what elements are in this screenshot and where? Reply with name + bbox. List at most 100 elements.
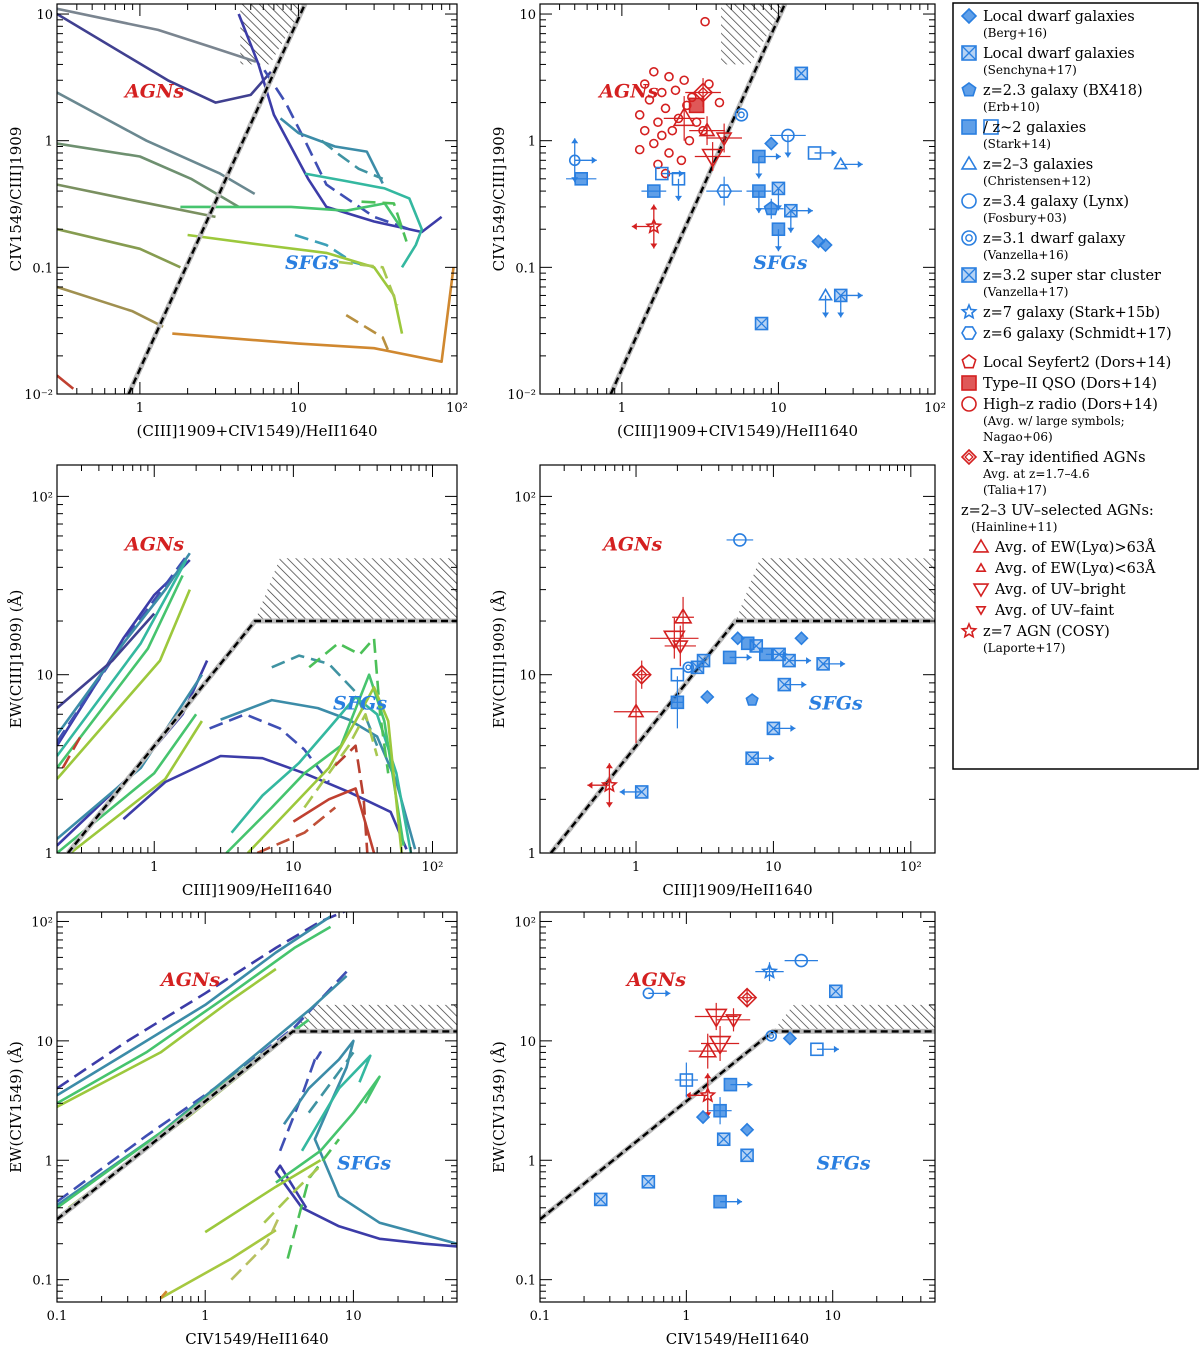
legend-entry: z=3.2 super star cluster	[983, 268, 1161, 284]
model-line	[286, 1138, 341, 1259]
legend-reference: (Laporte+17)	[983, 641, 1065, 655]
hatch-region	[772, 1004, 935, 1032]
data-point	[715, 132, 733, 147]
legend-marker-circle	[961, 193, 977, 209]
y-tick-label: 10²	[514, 915, 536, 930]
agn-sfg-boundary	[540, 1030, 935, 1221]
panel-mid-left: 1 10 10² 1 10 10² CIII]1909/HeII1640 EW(CIII]19…	[7, 464, 458, 899]
y-axis-title: CIV1549/CIII]1909	[7, 127, 25, 272]
model-line	[57, 227, 181, 269]
data-point	[627, 703, 645, 718]
plot-area	[57, 912, 457, 1300]
hatch-region	[240, 4, 306, 65]
sfg-region-label: SFGs	[753, 252, 807, 274]
model-line	[57, 552, 191, 736]
limit-arrow	[650, 204, 658, 227]
x-axis-title: (CIII]1909+CIV1549)/HeII1640	[617, 422, 858, 440]
legend-entry: z=2.3 galaxy (BX418)	[983, 83, 1143, 99]
data-point	[641, 1175, 656, 1189]
data-point	[818, 287, 833, 301]
hatch-region	[721, 4, 785, 65]
data-point	[679, 1073, 694, 1087]
data-point	[698, 1041, 718, 1058]
hatch-region	[292, 1004, 457, 1032]
sfg-region-label: SFGs	[337, 1152, 391, 1174]
limit-arrow	[704, 1073, 712, 1096]
data-point	[752, 184, 766, 198]
y-tick-label: 1	[45, 135, 53, 150]
axes-frame	[56, 3, 458, 395]
legend-entry: / z~2 galaxies	[983, 120, 1086, 136]
data-point	[784, 203, 798, 218]
panel-top-left: 1 10 10² 10⁻² 0.1 1 10 (CIII]1909+CIV1549)/HeII…	[7, 3, 468, 440]
legend-marker-hex	[961, 326, 977, 340]
legend-marker-star	[960, 621, 978, 639]
model-line	[275, 1075, 381, 1184]
y-tick-label: 0.1	[515, 261, 536, 276]
data-point	[745, 693, 759, 706]
y-axis-title: EW(CIII]1909) (Å)	[490, 590, 508, 729]
model-line	[274, 1164, 457, 1248]
model-line	[292, 787, 376, 853]
y-tick-label: 0.1	[32, 1274, 53, 1289]
y-tick-label: 10	[519, 1035, 536, 1050]
model-line	[338, 260, 399, 306]
limit-arrow	[790, 207, 813, 215]
data-point	[716, 1132, 731, 1147]
data-point	[722, 650, 737, 665]
limit-arrow	[823, 660, 846, 668]
x-axis-title: CIII]1909/HeII1640	[182, 881, 332, 899]
legend-marker-star	[960, 302, 978, 320]
model-line	[57, 915, 332, 1097]
legend-entry: z=7 AGN (COSY)	[983, 624, 1110, 640]
y-tick-label: 10⁻²	[24, 388, 53, 403]
data-point	[794, 631, 809, 646]
x-axis-title: (CIII]1909+CIV1549)/HeII1640	[137, 422, 378, 440]
data-point	[739, 1122, 755, 1137]
x-tick-label: 1	[150, 860, 158, 875]
x-tick-label: 10²	[422, 860, 444, 875]
y-tick-label: 1	[528, 847, 536, 862]
limit-arrow	[822, 295, 830, 318]
agn-region-label: AGNs	[625, 969, 686, 991]
x-tick-label: 10	[290, 401, 307, 416]
panel-bottom-left: 0.1 1 10 0.1 1 10 10² CIV1549/HeII1640 EW(CIV154…	[7, 911, 458, 1348]
legend-entry: Avg. of EW(Lyα)>63Å	[994, 538, 1156, 556]
model-line	[159, 1290, 168, 1300]
model-line	[57, 589, 191, 780]
data-point	[647, 184, 661, 198]
x-tick-label: 1	[201, 1309, 209, 1324]
limit-arrow	[773, 724, 796, 732]
agn-region-label: AGNs	[123, 533, 184, 555]
data-point	[692, 82, 714, 103]
model-line	[279, 117, 384, 184]
legend-marker-sqpair	[961, 119, 999, 135]
model-line	[230, 1214, 282, 1281]
data-point	[653, 117, 663, 127]
limit-arrow	[784, 135, 792, 158]
legend-entry: z=2–3 UV–selected AGNs:	[961, 503, 1154, 519]
y-tick-label: 1	[45, 1154, 53, 1169]
data-point	[733, 533, 747, 547]
model-line	[334, 744, 369, 853]
x-axis-title: CIV1549/HeII1640	[185, 1330, 328, 1348]
data-point	[745, 751, 759, 766]
plot-area	[57, 552, 457, 853]
data-point	[660, 103, 671, 114]
data-point	[758, 647, 773, 662]
model-line	[57, 555, 188, 743]
data-point	[642, 987, 655, 1000]
data-point	[833, 156, 849, 170]
data-point	[593, 1192, 608, 1207]
data-point	[766, 721, 781, 736]
data-point	[634, 785, 649, 799]
sfg-region-label: SFGs	[285, 252, 339, 274]
data-point	[670, 695, 685, 710]
hatch-region	[735, 558, 935, 622]
y-tick-label: 10⁻²	[507, 388, 536, 403]
limit-arrow	[619, 788, 642, 796]
limit-arrow	[605, 763, 613, 786]
x-tick-label: 10²	[900, 860, 922, 875]
legend-entry: Avg. of EW(Lyα)<63Å	[994, 559, 1156, 577]
